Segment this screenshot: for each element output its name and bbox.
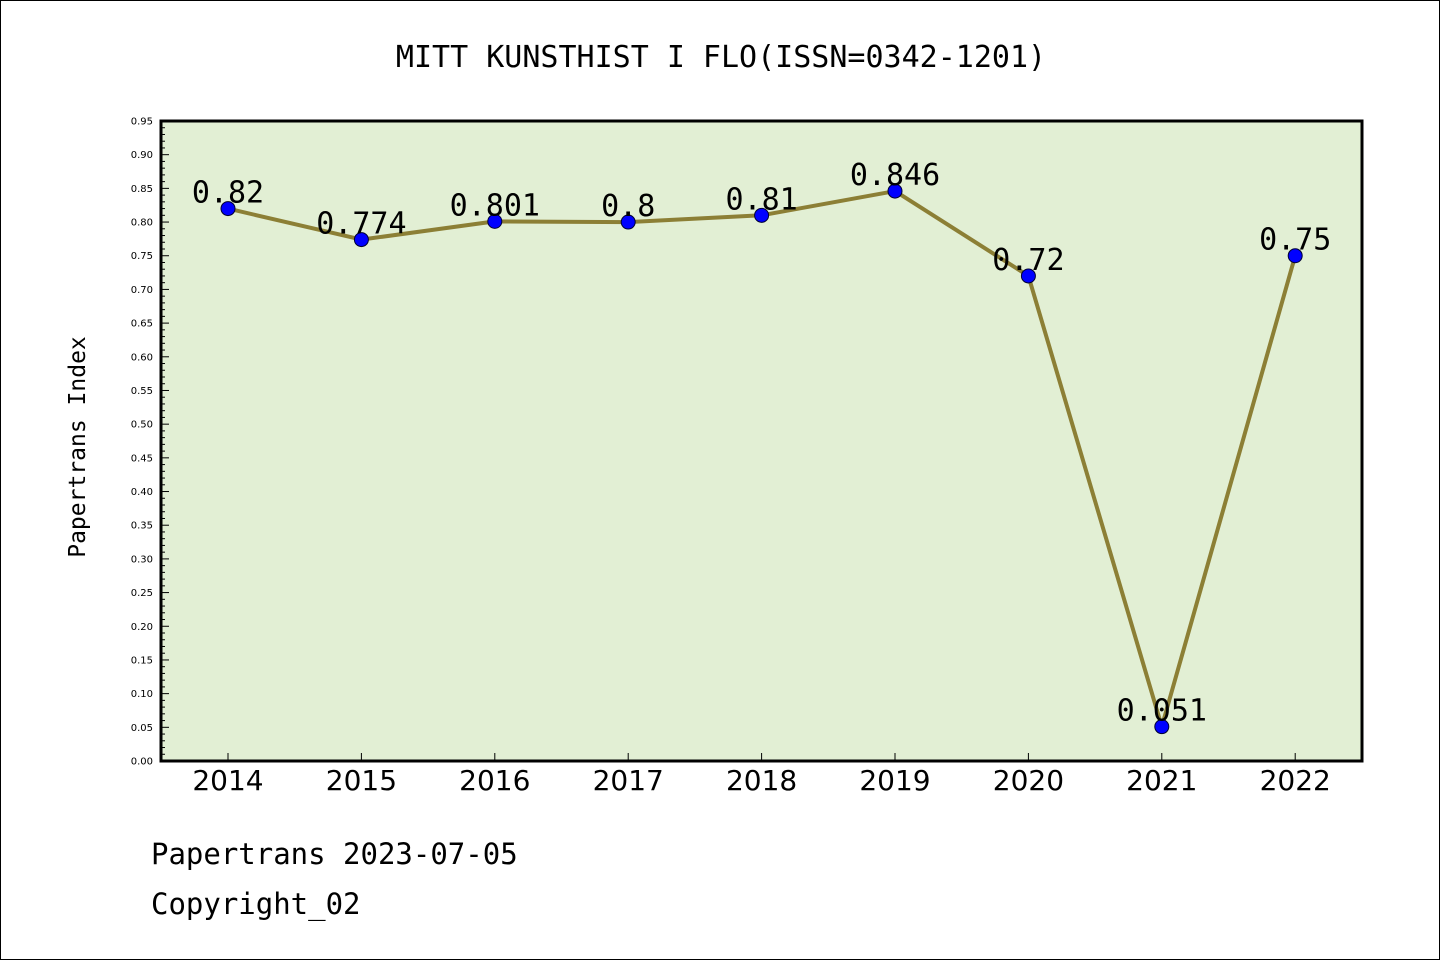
y-tick-label: 0.15 (131, 655, 153, 666)
x-tick-label: 2017 (593, 764, 664, 797)
y-tick-label: 0.75 (131, 251, 153, 262)
y-tick-label: 0.65 (131, 319, 153, 330)
data-label: 0.051 (1117, 694, 1207, 729)
y-tick-label: 0.90 (131, 150, 153, 161)
y-tick-label: 0.40 (131, 487, 153, 498)
y-tick-label: 0.55 (131, 386, 153, 397)
y-tick-label: 0.30 (131, 554, 153, 565)
y-tick-label: 0.50 (131, 420, 153, 431)
y-tick-label: 0.20 (131, 622, 153, 633)
data-label: 0.75 (1259, 223, 1331, 258)
y-tick-label: 0.95 (131, 117, 153, 128)
y-tick-label: 0.85 (131, 184, 153, 195)
data-point (887, 183, 903, 199)
data-label: 0.774 (316, 207, 406, 242)
x-axis: 2014 2015 2016 2017 2018 2019 2020 2021 2022 (192, 753, 1331, 797)
data-label: 0.82 (192, 176, 264, 211)
y-tick-label: 0.80 (131, 218, 153, 229)
x-tick-label: 2021 (1126, 764, 1197, 797)
x-tick-label: 2014 (192, 764, 263, 797)
data-point (1020, 268, 1036, 284)
x-tick-label: 2015 (326, 764, 397, 797)
data-label: 0.801 (450, 188, 540, 223)
data-point (1154, 719, 1170, 735)
y-tick-label: 0.45 (131, 453, 153, 464)
plot-border (159, 119, 1364, 763)
x-tick-label: 2018 (726, 764, 797, 797)
footer-copyright: Copyright_02 (151, 887, 361, 921)
data-label: 0.846 (850, 158, 940, 193)
plot-area (161, 121, 1362, 761)
x-tick-label: 2020 (993, 764, 1064, 797)
y-tick-label: 0.25 (131, 588, 153, 599)
series-markers (220, 183, 1303, 735)
data-point (620, 214, 636, 230)
data-label: 0.81 (725, 182, 797, 217)
y-tick-label: 0.10 (131, 689, 153, 700)
y-tick-label: 0.35 (131, 521, 153, 532)
data-label: 0.72 (992, 243, 1064, 278)
footer-date: Papertrans 2023-07-05 (151, 837, 518, 871)
x-tick-label: 2019 (859, 764, 930, 797)
data-point (487, 213, 503, 229)
chart-title: MITT KUNSTHIST I FLO(ISSN=0342-1201) (396, 40, 1046, 75)
x-tick-label: 2016 (459, 764, 530, 797)
data-label: 0.8 (601, 189, 655, 224)
y-axis-label: Papertrans Index (65, 336, 91, 558)
data-point (353, 232, 369, 248)
data-point (1287, 248, 1303, 264)
data-point (754, 207, 770, 223)
data-point (220, 201, 236, 217)
data-labels: 0.82 0.774 0.801 0.8 0.81 0.846 0.72 0.051 0.75 (192, 158, 1331, 729)
y-tick-label: 0.00 (131, 757, 153, 768)
y-tick-label: 0.05 (131, 723, 153, 734)
x-tick-label: 2022 (1260, 764, 1331, 797)
y-tick-label: 0.60 (131, 352, 153, 363)
y-axis: 0.00 0.05 0.10 0.15 0.20 0.25 0.30 0.35 0.40 0.45… (131, 117, 169, 768)
y-tick-label: 0.70 (131, 285, 153, 296)
